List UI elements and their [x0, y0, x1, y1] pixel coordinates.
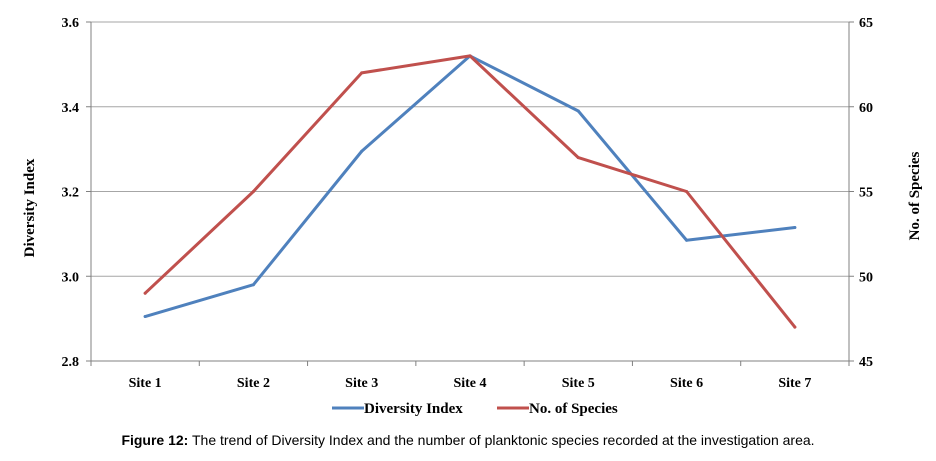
x-tick-label: Site 4 — [453, 376, 486, 391]
x-tick-label: Site 3 — [345, 376, 378, 391]
series-2-point — [360, 71, 364, 75]
right-tick-label: 45 — [859, 355, 873, 370]
series-lines — [143, 54, 797, 329]
x-tick-label: Site 7 — [778, 376, 811, 391]
legend-label-2: No. of Species — [529, 401, 618, 417]
right-axis-ticks: 45 50 55 60 65 — [849, 16, 873, 370]
x-tick-label: Site 5 — [562, 376, 595, 391]
left-tick-label: 2.8 — [62, 355, 80, 370]
x-tick-label: Site 1 — [129, 376, 162, 391]
left-tick-label: 3.4 — [62, 101, 80, 116]
legend: Diversity Index No. of Species — [332, 401, 618, 417]
figure-caption-text: The trend of Diversity Index and the num… — [188, 432, 815, 448]
figure-caption-label: Figure 12: — [121, 432, 189, 448]
series-1-point — [793, 226, 797, 230]
left-axis-ticks: 2.8 3.0 3.2 3.4 3.6 — [62, 16, 91, 370]
series-1-point — [251, 283, 255, 287]
figure-caption: Figure 12: The trend of Diversity Index … — [0, 432, 936, 448]
right-tick-label: 60 — [859, 101, 873, 116]
series-1-point — [143, 315, 147, 319]
series-1-point — [360, 149, 364, 153]
left-tick-label: 3.2 — [62, 186, 80, 201]
series-line-1 — [143, 54, 797, 319]
series-2-point — [685, 190, 689, 193]
right-tick-label: 50 — [859, 270, 873, 285]
x-axis-ticks: Site 1 Site 2 Site 3 Site 4 Site 5 Site 6 Site… — [90, 361, 850, 391]
series-2-point — [468, 54, 472, 58]
right-axis-title: No. of Species — [907, 151, 923, 240]
left-tick-label: 3.0 — [62, 270, 80, 285]
left-axis-title: Diversity Index — [22, 158, 38, 257]
left-tick-label: 3.6 — [62, 16, 80, 31]
right-tick-label: 55 — [859, 186, 873, 201]
series-2-point — [576, 156, 580, 160]
right-tick-label: 65 — [859, 16, 873, 31]
series-2-point — [793, 325, 797, 329]
series-2-point — [143, 291, 147, 295]
series-2-point — [251, 190, 255, 193]
x-tick-label: Site 6 — [670, 376, 703, 391]
x-tick-label: Site 2 — [237, 376, 270, 391]
legend-label-1: Diversity Index — [364, 401, 463, 417]
gridlines — [91, 21, 849, 362]
series-1-point — [685, 238, 689, 242]
series-1-point — [576, 109, 580, 113]
